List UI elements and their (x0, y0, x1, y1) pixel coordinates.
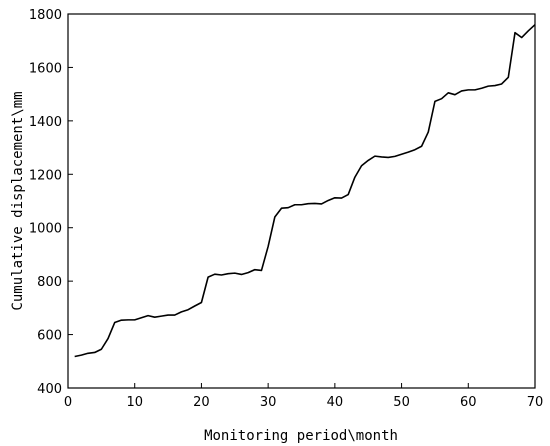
x-axis-title: Monitoring period\month (204, 428, 398, 444)
plot-frame (67, 13, 536, 389)
y-tick-label: 1600 (29, 61, 62, 76)
y-tick-label: 1400 (29, 115, 62, 130)
y-tick-label: 1000 (29, 222, 62, 237)
y-tick-label: 1200 (29, 168, 62, 183)
axis-ticks (67, 13, 536, 389)
series-line (74, 24, 536, 358)
y-tick-label: 600 (37, 329, 62, 344)
x-tick-label: 20 (193, 395, 210, 410)
x-tick-label: 0 (64, 395, 72, 410)
y-tick-label: 800 (37, 275, 62, 290)
x-tick-label: 40 (327, 395, 344, 410)
y-axis-title: Cumulative displacement\mm (10, 91, 26, 310)
x-tick-label: 60 (460, 395, 477, 410)
x-tick-label: 30 (260, 395, 277, 410)
x-tick-label: 50 (393, 395, 410, 410)
x-tick-label: 10 (126, 395, 143, 410)
tick-labels: 0 10 20 30 40 50 60 70 400 600 800 1000 1200 1400 1600… (29, 8, 543, 410)
y-tick-label: 1800 (29, 8, 62, 23)
x-tick-label: 70 (527, 395, 544, 410)
y-tick-label: 400 (37, 382, 62, 397)
